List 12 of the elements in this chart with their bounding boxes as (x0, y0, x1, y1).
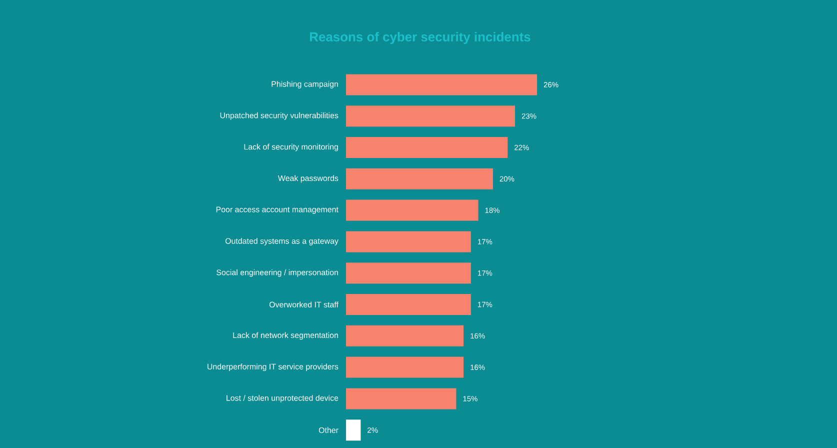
bar (346, 106, 515, 127)
bar (346, 137, 508, 158)
bar (346, 262, 471, 284)
bar (346, 356, 464, 378)
bar (346, 168, 493, 190)
bar (346, 388, 456, 410)
bar (346, 231, 471, 252)
bar (346, 200, 478, 221)
bar (346, 294, 471, 316)
bar (346, 420, 361, 441)
bar (346, 325, 464, 346)
bar (346, 74, 538, 96)
